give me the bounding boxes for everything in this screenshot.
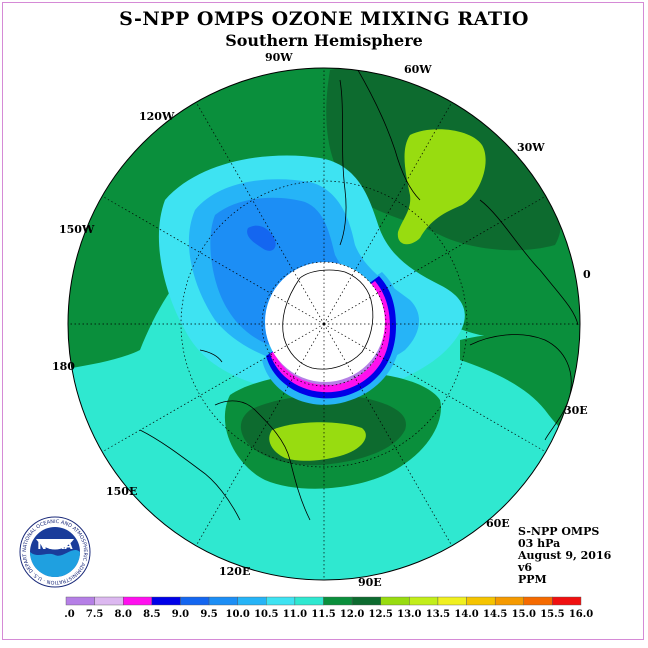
colorbar-swatch — [208, 596, 238, 606]
map-info-block: S-NPP OMPS 03 hPa August 9, 2016 v6 PPM — [518, 526, 611, 586]
lon-label-150e: 150E — [106, 485, 137, 498]
colorbar-tick-label: 7.5 — [86, 609, 103, 620]
colorbar-tick-label: 12.0 — [340, 609, 364, 620]
colorbar-tick-label: 15.5 — [540, 609, 564, 620]
colorbar-tick-label: 7.0 — [64, 609, 75, 620]
noaa-logo: NOAA NATIONAL OCEANIC AND ATMOSPHERIC AD… — [18, 515, 91, 588]
lon-label-60w: 60W — [404, 63, 432, 76]
colorbar-tick-label: 10.5 — [254, 609, 278, 620]
info-date: August 9, 2016 — [518, 549, 612, 562]
coastlines — [139, 68, 579, 521]
colorbar-labels: 7.0 7.5 8.0 8.5 9.0 9.5 10.0 10.5 11.0 11.5 12.0 12… — [64, 609, 593, 620]
colorbar-swatch — [494, 596, 524, 606]
lon-label-30w: 30W — [517, 141, 545, 154]
colorbar-swatch — [237, 596, 267, 606]
colorbar-swatch — [123, 596, 153, 606]
colorbar-swatch — [94, 596, 124, 606]
lon-label-180: 180 — [52, 360, 75, 373]
lon-label-30e: 30E — [564, 404, 588, 417]
colorbar: 7.0 7.5 8.0 8.5 9.0 9.5 10.0 10.5 11.0 11.5 12.0 12… — [64, 596, 593, 620]
lon-label-120w: 120W — [139, 110, 175, 123]
colorbar-tick-label: 13.0 — [397, 609, 421, 620]
info-level: 03 hPa — [518, 537, 561, 550]
colorbar-tick-label: 8.0 — [115, 609, 132, 620]
graticule — [68, 68, 580, 580]
info-version: v6 — [518, 561, 533, 574]
colorbar-swatch — [323, 596, 353, 606]
colorbar-tick-label: 11.0 — [283, 609, 307, 620]
colorbar-tick-label: 16.0 — [569, 609, 593, 620]
colorbar-swatch — [523, 596, 553, 606]
colorbar-tick-label: 13.5 — [426, 609, 450, 620]
lon-label-60e: 60E — [486, 517, 510, 530]
colorbar-tick-label: 9.5 — [200, 609, 217, 620]
colorbar-swatch — [65, 596, 95, 606]
colorbar-swatch — [437, 596, 467, 606]
lon-label-90e: 90E — [358, 576, 382, 589]
info-units: PPM — [518, 573, 547, 586]
colorbar-tick-label: 14.0 — [454, 609, 478, 620]
colorbar-swatch — [409, 596, 439, 606]
colorbar-tick-label: 14.5 — [483, 609, 507, 620]
colorbar-swatch — [552, 596, 582, 606]
lon-label-90w: 90W — [265, 51, 293, 64]
polar-cap-no-data — [265, 262, 385, 382]
map-title: S-NPP OMPS OZONE MIXING RATIO — [119, 8, 529, 30]
colorbar-tick-label: 11.5 — [311, 609, 335, 620]
lon-label-150w: 150W — [59, 223, 95, 236]
colorbar-tick-label: 8.5 — [143, 609, 160, 620]
field-12-5-south — [269, 422, 366, 461]
field-12-5-north — [397, 129, 486, 245]
info-instrument: S-NPP OMPS — [518, 525, 600, 538]
colorbar-swatch — [466, 596, 496, 606]
colorbar-tick-label: 9.0 — [172, 609, 189, 620]
colorbar-swatch — [180, 596, 210, 606]
field-9-0-blob — [247, 225, 276, 251]
colorbar-swatch — [266, 596, 296, 606]
colorbar-swatch — [151, 596, 181, 606]
map-border — [67, 67, 581, 581]
colorbar-tick-label: 15.0 — [512, 609, 536, 620]
colorbar-swatch — [351, 596, 381, 606]
ozone-field — [68, 68, 580, 580]
colorbar-tick-label: 12.5 — [369, 609, 393, 620]
noaa-logo-word: NOAA — [37, 539, 73, 552]
colorbar-swatch — [380, 596, 410, 606]
colorbar-swatches — [65, 596, 582, 606]
colorbar-swatch — [294, 596, 324, 606]
lon-label-0: 0 — [583, 268, 591, 281]
field-11-5-east — [460, 331, 580, 440]
colorbar-tick-label: 10.0 — [225, 609, 249, 620]
lon-label-120e: 120E — [219, 565, 250, 578]
map-subtitle: Southern Hemisphere — [225, 31, 423, 50]
